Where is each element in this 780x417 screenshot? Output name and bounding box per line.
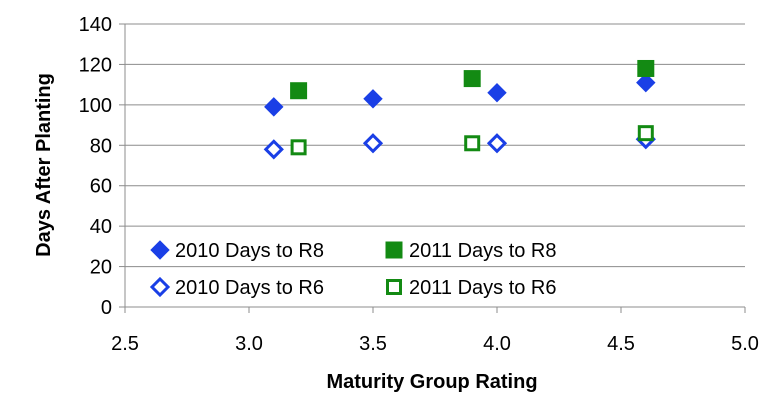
data-point: [362, 133, 384, 154]
y-tick-label: 20: [90, 257, 112, 279]
data-point: [263, 139, 284, 160]
x-tick-label: 4.0: [483, 333, 511, 355]
y-tick-label: 40: [90, 216, 112, 238]
legend: 2010 Days to R8 2011 Days to R8 2010 Days …: [149, 240, 557, 299]
y-tick-label: 80: [90, 135, 112, 157]
legend-label: 2011 Days to R6: [409, 277, 557, 299]
data-point: [290, 139, 307, 156]
legend-marker: [385, 241, 403, 259]
legend-label: 2010 Days to R8: [175, 240, 324, 262]
x-tick-label: 3.0: [235, 333, 263, 355]
y-tick-label: 0: [101, 297, 112, 319]
gridlines: [125, 23, 745, 268]
data-point: [637, 125, 654, 142]
axes: [119, 23, 746, 313]
data-point: [463, 70, 481, 88]
data-point: [264, 97, 284, 117]
legend-marker: [149, 276, 171, 298]
data-point: [486, 133, 508, 154]
y-tick-label: 60: [90, 176, 112, 198]
y-tick-labels: 0 20 40 60 80 100 120 140: [79, 14, 112, 319]
x-tick-labels: 2.5 3.0 3.5 4.0 4.5 5.0: [111, 333, 759, 355]
y-tick-label: 100: [79, 95, 112, 117]
data-point: [363, 89, 383, 109]
x-tick-label: 4.5: [607, 333, 635, 355]
data-point: [464, 135, 481, 152]
data-point: [487, 83, 507, 103]
data-point: [290, 82, 308, 100]
legend-marker: [386, 279, 402, 295]
data-point: [636, 72, 656, 93]
data-markers: [263, 59, 656, 160]
x-tick-label: 3.5: [359, 333, 387, 355]
y-tick-label: 140: [79, 14, 112, 36]
x-tick-label: 2.5: [111, 333, 139, 355]
legend-marker: [150, 240, 170, 260]
y-axis-title: Days After Planting: [33, 73, 55, 257]
legend-label: 2011 Days to R8: [409, 240, 557, 262]
x-tick-label: 5.0: [731, 333, 759, 355]
legend-label: 2010 Days to R6: [175, 277, 324, 299]
y-tick-label: 120: [79, 54, 112, 76]
data-point: [637, 59, 655, 77]
x-axis-title: Maturity Group Rating: [326, 371, 537, 393]
